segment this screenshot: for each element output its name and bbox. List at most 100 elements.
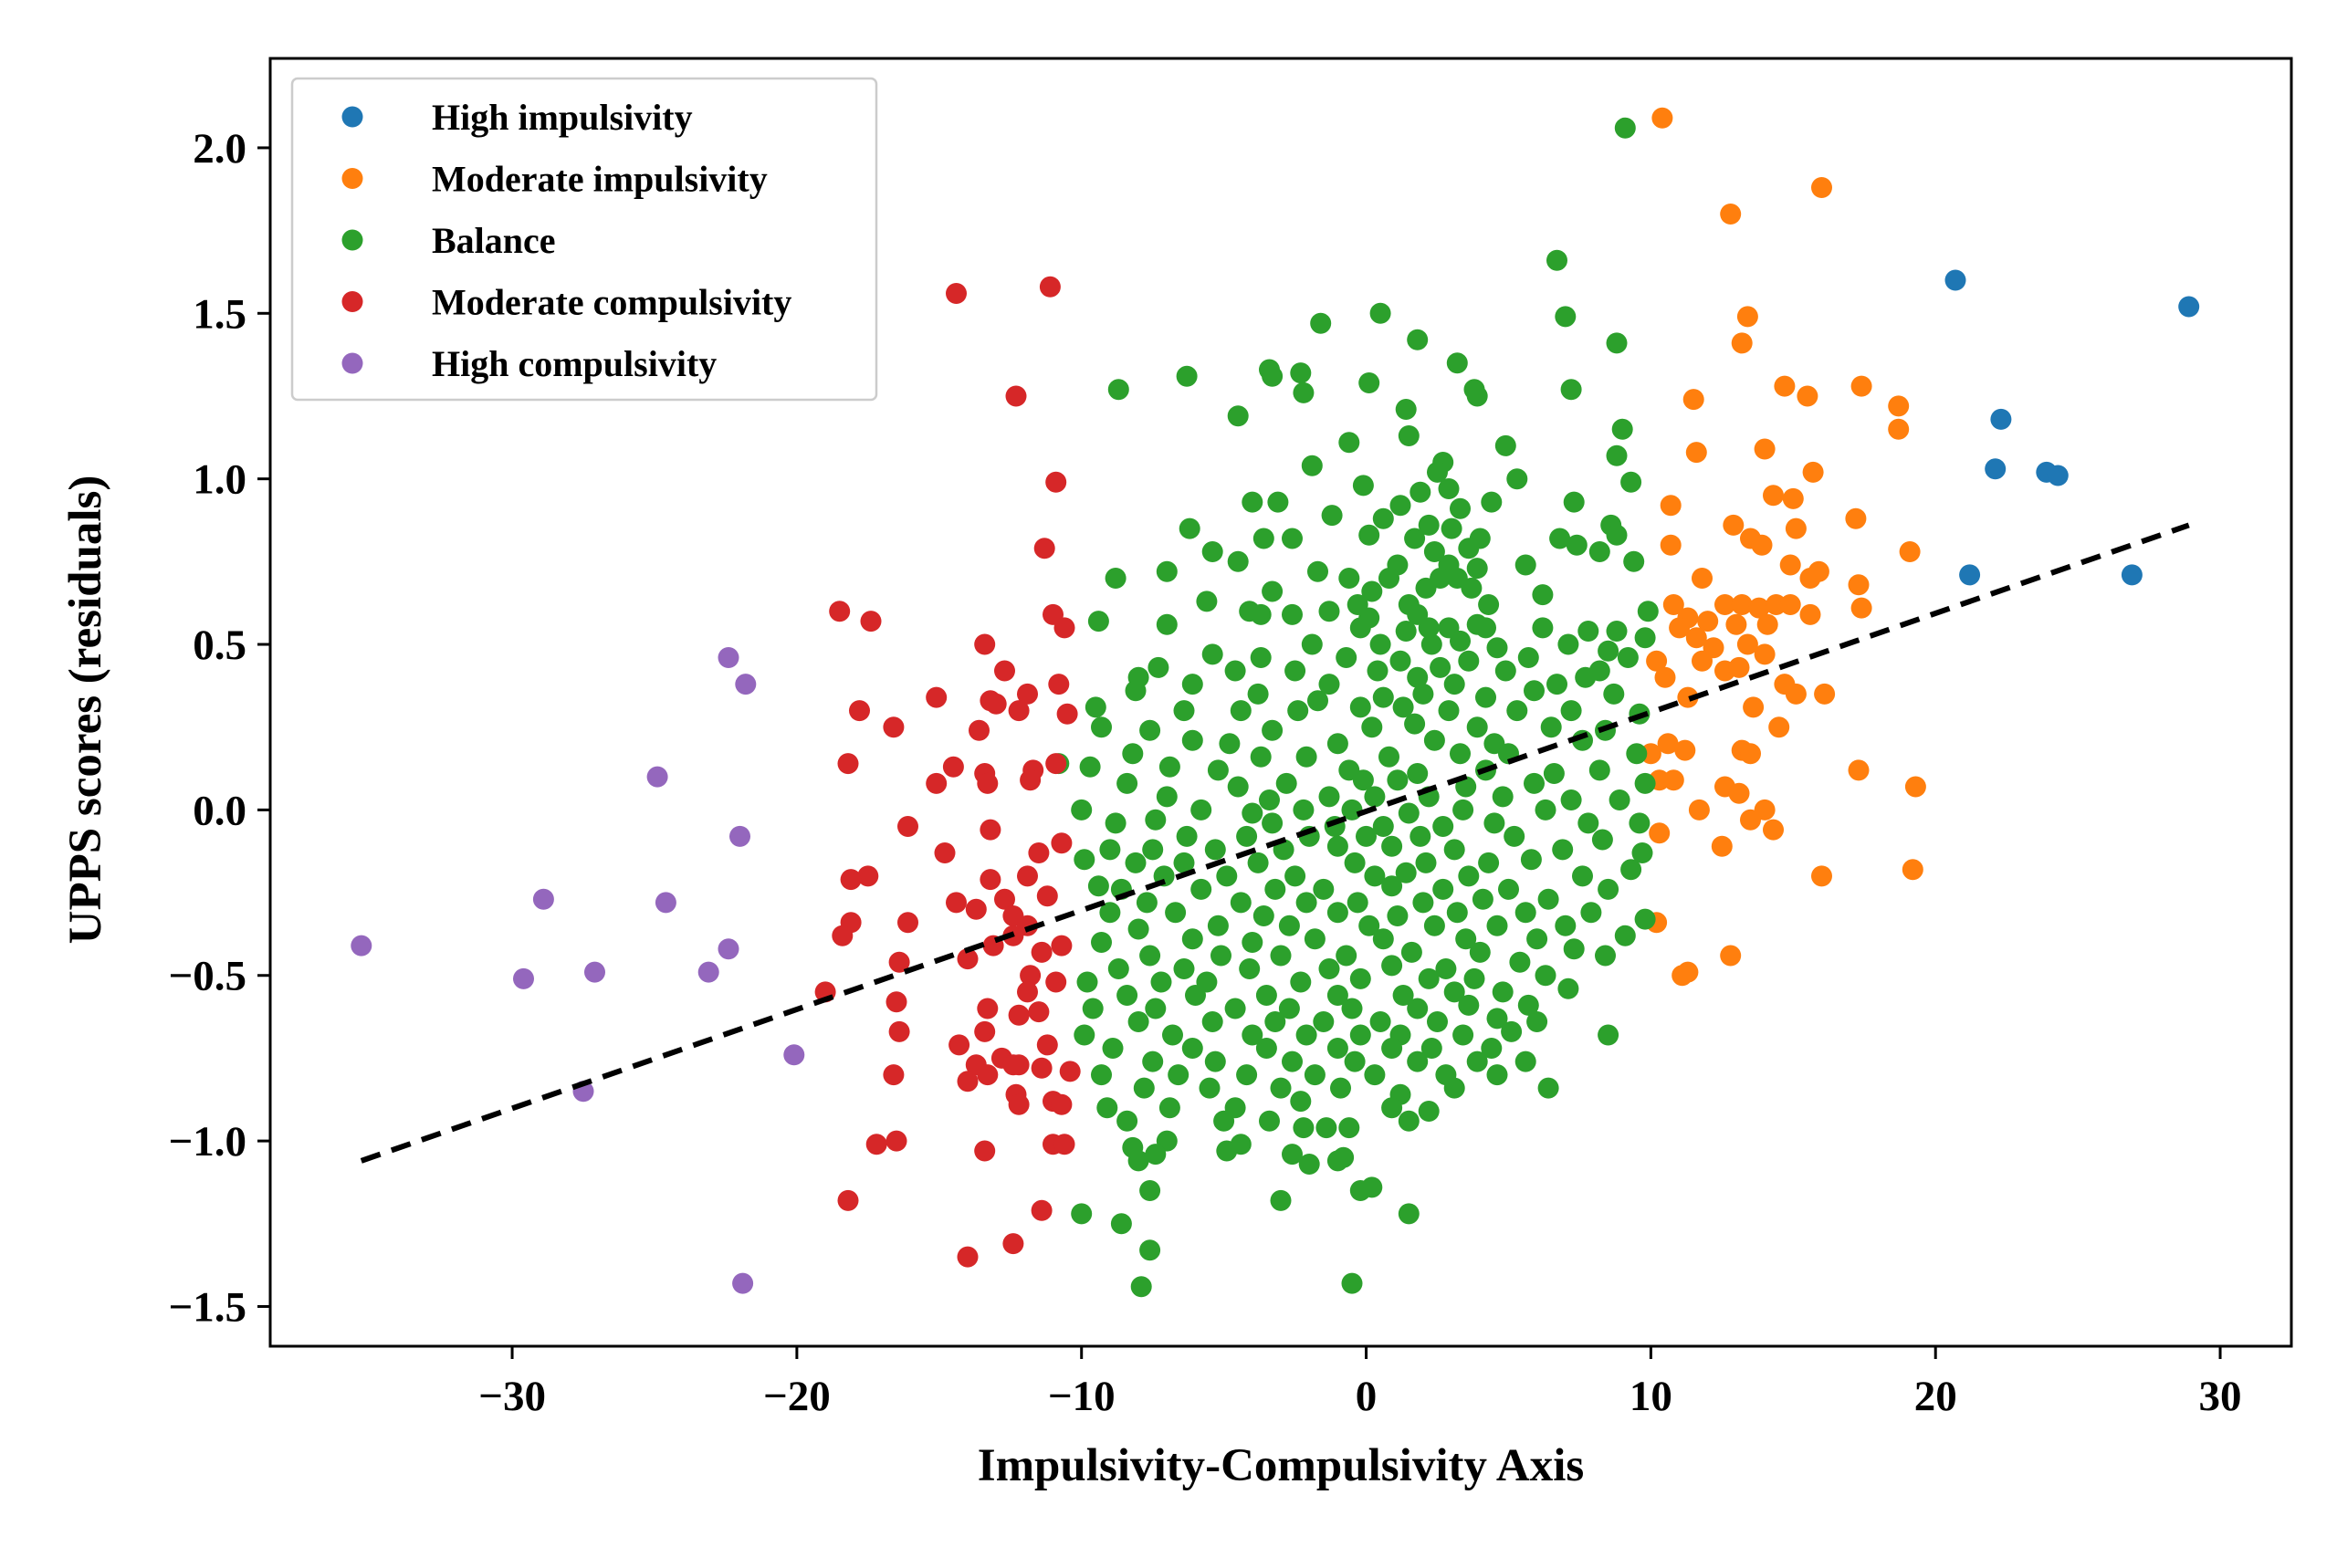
data-point bbox=[1310, 312, 1332, 334]
data-point bbox=[1142, 839, 1164, 861]
data-point bbox=[1985, 458, 2007, 480]
data-point bbox=[1270, 1077, 1292, 1099]
data-point bbox=[1020, 965, 1042, 987]
data-point bbox=[1304, 928, 1326, 950]
data-point bbox=[948, 1034, 970, 1056]
data-point bbox=[1301, 633, 1323, 655]
data-point bbox=[883, 1064, 905, 1086]
data-point bbox=[1763, 819, 1784, 841]
data-point bbox=[1002, 1054, 1024, 1076]
data-point bbox=[1139, 719, 1161, 741]
data-point bbox=[1458, 538, 1480, 559]
data-point bbox=[1514, 554, 1536, 576]
data-point bbox=[1959, 564, 1981, 586]
data-point bbox=[1404, 713, 1426, 735]
data-point bbox=[1304, 1064, 1326, 1086]
data-point bbox=[1091, 716, 1112, 738]
data-point bbox=[1606, 444, 1628, 466]
data-point bbox=[1520, 849, 1542, 871]
data-point bbox=[1372, 507, 1394, 529]
data-point bbox=[1099, 839, 1121, 861]
legend-label: Moderate compulsivity bbox=[432, 282, 791, 323]
data-point bbox=[1216, 1140, 1238, 1162]
data-point bbox=[1697, 611, 1719, 632]
data-point bbox=[1543, 763, 1565, 784]
data-point bbox=[1139, 945, 1161, 967]
x-tick-label: 30 bbox=[2199, 1373, 2242, 1420]
data-point bbox=[1358, 915, 1380, 936]
data-point bbox=[1785, 517, 1807, 539]
data-point bbox=[1754, 643, 1776, 665]
data-point bbox=[1850, 597, 1872, 619]
y-tick-label: 0.0 bbox=[193, 787, 246, 834]
data-point bbox=[1053, 1134, 1075, 1155]
data-point bbox=[1387, 905, 1409, 926]
data-point bbox=[1290, 362, 1312, 384]
data-point bbox=[1524, 772, 1545, 794]
data-point bbox=[1646, 650, 1668, 672]
data-point bbox=[1418, 967, 1440, 989]
data-point bbox=[1782, 487, 1804, 509]
data-point bbox=[1398, 1110, 1420, 1132]
data-point bbox=[1575, 666, 1597, 688]
y-axis-ticks: 2.0 1.5 1.0 0.5 0.0 −0.5 −1.0 −1.5 bbox=[168, 125, 270, 1331]
data-point bbox=[1614, 117, 1636, 139]
data-point bbox=[1540, 716, 1562, 738]
data-point bbox=[1176, 825, 1198, 847]
data-point bbox=[1899, 541, 1921, 562]
data-point bbox=[1293, 1117, 1315, 1139]
data-point bbox=[1532, 617, 1554, 639]
data-point bbox=[1654, 666, 1676, 688]
data-point bbox=[1443, 839, 1465, 861]
data-point bbox=[1002, 1233, 1024, 1255]
data-point bbox=[1136, 892, 1158, 914]
data-point bbox=[1091, 1064, 1112, 1086]
data-point bbox=[732, 1272, 754, 1294]
data-point bbox=[1407, 1051, 1429, 1072]
data-point bbox=[1669, 617, 1691, 639]
data-point bbox=[1255, 1038, 1277, 1059]
data-point bbox=[1751, 534, 1773, 556]
data-point bbox=[1381, 955, 1403, 977]
data-point bbox=[718, 938, 739, 960]
data-point bbox=[1074, 849, 1095, 871]
data-point bbox=[1045, 471, 1067, 493]
data-point bbox=[1410, 825, 1431, 847]
data-point bbox=[1158, 756, 1180, 778]
data-point bbox=[1059, 1061, 1081, 1082]
data-point bbox=[1326, 835, 1348, 857]
data-point bbox=[1720, 204, 1742, 225]
data-point bbox=[1127, 1150, 1149, 1172]
data-point bbox=[1156, 560, 1178, 582]
y-tick-label: 1.5 bbox=[193, 290, 246, 338]
data-point bbox=[1580, 902, 1602, 924]
data-point bbox=[994, 660, 1015, 682]
data-point bbox=[1318, 674, 1340, 695]
data-point bbox=[1517, 647, 1539, 668]
data-point bbox=[1204, 839, 1226, 861]
data-point bbox=[1620, 859, 1642, 881]
data-point bbox=[1423, 915, 1445, 936]
data-point bbox=[829, 601, 851, 622]
data-point bbox=[1139, 1180, 1161, 1201]
y-tick-label: −1.0 bbox=[168, 1118, 246, 1166]
data-point bbox=[1904, 776, 1926, 798]
data-point bbox=[1139, 1239, 1161, 1261]
data-point bbox=[1242, 491, 1263, 513]
data-point bbox=[646, 766, 668, 788]
data-point bbox=[1079, 756, 1101, 778]
data-point bbox=[1398, 802, 1420, 824]
data-point bbox=[1481, 491, 1503, 513]
data-point bbox=[1173, 852, 1195, 873]
data-point bbox=[1158, 1097, 1180, 1119]
data-point bbox=[1173, 958, 1195, 979]
data-point bbox=[1107, 379, 1129, 401]
legend-marker bbox=[341, 229, 363, 251]
data-point bbox=[1532, 584, 1554, 606]
data-point bbox=[1313, 1011, 1335, 1032]
data-point bbox=[1110, 1213, 1132, 1235]
data-point bbox=[1259, 1110, 1280, 1132]
data-point bbox=[1364, 865, 1386, 887]
data-point bbox=[860, 611, 882, 632]
data-point bbox=[1017, 865, 1038, 887]
